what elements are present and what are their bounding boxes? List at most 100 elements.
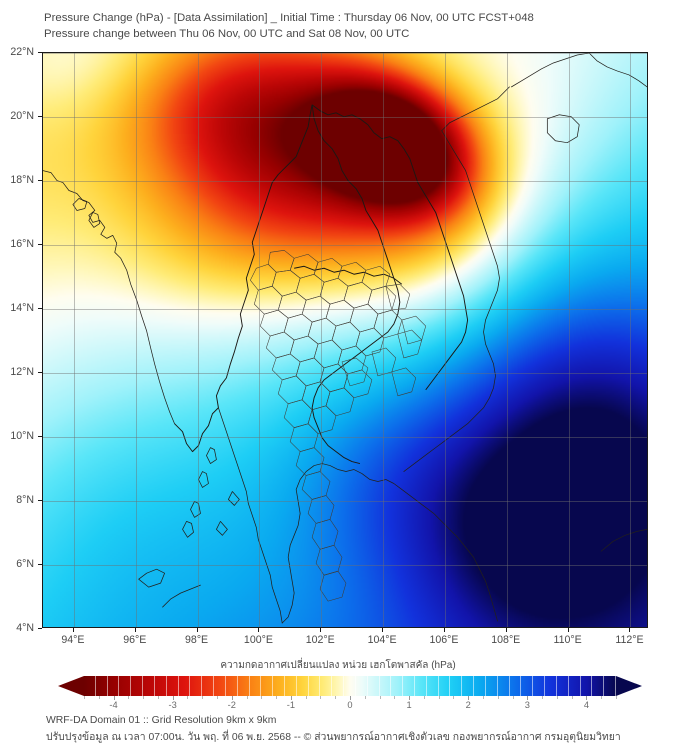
- y-tick-mark: [38, 500, 42, 501]
- colorbar-bin: [415, 676, 427, 696]
- colorbar-gradient: [84, 676, 616, 696]
- x-tick-mark: [196, 628, 198, 632]
- colorbar-bin: [332, 676, 345, 696]
- colorbar-bin: [510, 676, 522, 696]
- x-tick-label-96°E: 96°E: [123, 634, 147, 646]
- gridline-lat-6°N: [43, 565, 647, 566]
- gridline-lat-18°N: [43, 181, 647, 182]
- colorbar-minor-tick: [305, 696, 307, 699]
- colorbar-bin: [380, 676, 392, 696]
- x-tick-label-100°E: 100°E: [243, 634, 273, 646]
- x-tick-mark: [72, 628, 74, 632]
- colorbar-bin: [190, 676, 203, 696]
- x-tick-mark: [567, 628, 569, 632]
- colorbar-minor-tick: [483, 696, 484, 699]
- colorbar-bin: [403, 676, 415, 696]
- colorbar-bin: [533, 676, 546, 696]
- colorbar-minor-tick: [556, 696, 558, 699]
- y-tick-mark: [38, 564, 42, 565]
- colorbar-tick-label--1: -1: [286, 700, 296, 710]
- x-tick-label-98°E: 98°E: [185, 634, 209, 646]
- title-line-2: Pressure change between Thu 06 Nov, 00 U…: [44, 28, 410, 40]
- colorbar-tick-label-3: 3: [524, 700, 530, 710]
- colorbar-minor-tick: [98, 696, 100, 699]
- colorbar-minor-tick: [84, 696, 85, 699]
- colorbar-minor-tick: [423, 696, 425, 699]
- colorbar-segments: [84, 676, 616, 696]
- colorbar-caption: ความกดอากาศเปลี่ยนแปลง หน่วย เฮกโตพาสคัล…: [220, 660, 456, 671]
- colorbar-bin: [285, 676, 297, 696]
- colorbar-bin: [179, 676, 191, 696]
- colorbar-minor-tick: [217, 696, 218, 699]
- gridline-lon-110°E: [568, 53, 570, 627]
- colorbar-tick-mark: [586, 696, 588, 700]
- colorbar-minor-tick: [601, 696, 603, 699]
- colorbar-bin: [486, 676, 498, 696]
- colorbar-bin: [604, 676, 616, 696]
- colorbar-bin: [439, 676, 451, 696]
- x-tick-mark: [629, 628, 631, 632]
- colorbar-minor-tick: [512, 696, 514, 699]
- map-plot-area: 94°E 96°E 98°E 100°E 102°E 104°E 106°E 108°E 110…: [10, 46, 648, 646]
- colorbar-bin: [592, 676, 605, 696]
- colorbar-body: [84, 676, 616, 696]
- map-outlines: [43, 53, 647, 624]
- x-tick-mark: [134, 628, 136, 632]
- x-tick-label-110°E: 110°E: [553, 634, 582, 646]
- y-tick-mark: [38, 436, 42, 437]
- colorbar-minor-tick: [542, 696, 544, 699]
- footer-block: WRF-DA Domain 01 :: Grid Resolution 9km …: [46, 712, 666, 746]
- colorbar-bin: [462, 676, 475, 696]
- colorbar-bin: [226, 676, 238, 696]
- colorbar-bin: [368, 676, 380, 696]
- colorbar-extend-high-arrow: [616, 676, 642, 696]
- colorbar-tick-mark: [468, 696, 470, 700]
- colorbar-bin: [273, 676, 285, 696]
- colorbar-minor-tick: [246, 696, 248, 699]
- y-tick-mark: [38, 180, 42, 181]
- gridline-lon-98°E: [197, 53, 199, 627]
- colorbar-minor-tick: [320, 696, 322, 699]
- x-tick-label-108°E: 108°E: [491, 634, 521, 646]
- colorbar-tick-mark: [290, 696, 292, 700]
- gridline-lat-8°N: [43, 501, 647, 502]
- y-tick-label-4°N: 4°N: [16, 622, 34, 634]
- colorbar-tick-mark: [409, 696, 411, 700]
- gridline-lat-12°N: [43, 373, 647, 374]
- colorbar-tick-label--3: -3: [168, 700, 177, 710]
- y-tick-mark: [38, 52, 42, 53]
- colorbar-bin: [214, 676, 226, 696]
- colorbar-bin: [131, 676, 144, 696]
- gridline-lon-104°E: [383, 53, 385, 627]
- y-tick-mark: [38, 628, 42, 629]
- gridline-lon-96°E: [135, 53, 137, 627]
- colorbar-minor-tick: [202, 696, 204, 699]
- colorbar-tick-mark: [350, 696, 351, 700]
- y-tick-mark: [38, 308, 42, 309]
- y-tick-label-10°N: 10°N: [10, 430, 34, 442]
- colorbar-tick-mark: [113, 696, 115, 700]
- colorbar-minor-tick: [379, 696, 381, 699]
- chart-title-block: Pressure Change (hPa) - [Data Assimilati…: [44, 10, 654, 42]
- colorbar-bin: [356, 676, 368, 696]
- y-tick-mark: [38, 116, 42, 117]
- y-tick-label-22°N: 22°N: [10, 46, 34, 58]
- gridline-lon-94°E: [73, 53, 75, 627]
- x-tick-label-106°E: 106°E: [429, 634, 459, 646]
- gridline-lon-112°E: [630, 53, 632, 627]
- colorbar-minor-tick: [261, 696, 263, 699]
- gridline-lon-106°E: [444, 53, 446, 627]
- map-canvas: [42, 52, 648, 628]
- colorbar-bin: [202, 676, 215, 696]
- colorbar-minor-tick: [276, 696, 278, 699]
- colorbar-minor-tick: [438, 696, 440, 699]
- colorbar-bin: [297, 676, 309, 696]
- gridline-lat-20°N: [43, 117, 647, 118]
- colorbar-bin: [320, 676, 333, 696]
- y-tick-mark: [38, 372, 42, 373]
- colorbar-minor-tick: [187, 696, 189, 699]
- x-tick-label-102°E: 102°E: [305, 634, 335, 646]
- colorbar-bin: [498, 676, 510, 696]
- gridline-lon-100°E: [259, 53, 261, 627]
- colorbar-bin: [545, 676, 557, 696]
